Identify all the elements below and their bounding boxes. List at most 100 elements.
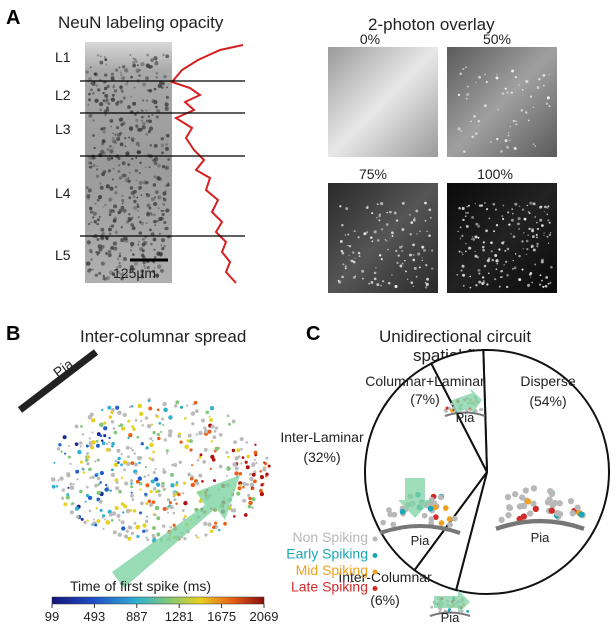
neuron	[186, 439, 190, 443]
neuron	[179, 440, 183, 444]
cell	[92, 134, 95, 137]
cell	[404, 259, 406, 262]
cell	[521, 268, 524, 271]
cell	[418, 266, 421, 269]
cell	[138, 68, 142, 72]
cell	[496, 73, 498, 75]
neuron	[445, 406, 449, 410]
neuron	[251, 506, 254, 509]
cell	[165, 146, 169, 151]
neuron	[253, 450, 258, 455]
cell	[118, 262, 121, 265]
cell	[461, 251, 463, 254]
cell	[474, 235, 478, 239]
pia-arc	[495, 518, 585, 531]
cell	[412, 253, 415, 256]
cell	[460, 269, 463, 272]
cell	[464, 215, 467, 217]
neuron	[183, 536, 187, 541]
cell	[547, 282, 550, 285]
cell	[153, 219, 157, 224]
cell	[509, 125, 512, 128]
cell	[413, 217, 416, 219]
layer-label: L4	[55, 185, 71, 201]
cell	[385, 223, 389, 226]
neuron	[569, 510, 576, 517]
cell	[136, 127, 141, 132]
neuron	[110, 420, 115, 424]
neuron	[128, 432, 133, 438]
cell	[391, 231, 394, 235]
cell	[431, 249, 434, 252]
neuron	[447, 521, 453, 528]
neuron	[67, 455, 71, 459]
cell	[424, 286, 428, 289]
neuron	[391, 511, 398, 518]
cell	[457, 93, 461, 97]
neuron	[172, 523, 176, 527]
cell	[148, 206, 152, 210]
cell	[150, 197, 155, 202]
cell	[132, 61, 136, 65]
cell	[153, 87, 157, 91]
neuron	[135, 479, 140, 484]
cell	[94, 273, 99, 277]
cell	[161, 164, 166, 169]
neuron	[56, 447, 61, 451]
neuron	[390, 521, 397, 528]
neun-image	[85, 42, 172, 283]
cell	[148, 88, 152, 93]
neuron	[140, 420, 143, 423]
cell	[518, 205, 521, 208]
neuron	[173, 498, 177, 502]
neuron	[437, 494, 444, 501]
cell	[141, 125, 146, 130]
neuron	[57, 479, 60, 482]
cell	[521, 89, 524, 91]
neuron	[91, 431, 94, 434]
cell	[347, 233, 350, 236]
cell	[387, 281, 391, 285]
neuron	[87, 495, 93, 500]
cell	[512, 235, 516, 238]
inset-pia: Pia	[441, 610, 461, 625]
cell	[500, 275, 504, 278]
neuron	[88, 509, 92, 513]
cell	[121, 202, 124, 205]
cell	[525, 111, 528, 114]
cell	[87, 188, 92, 193]
overlay-image	[447, 47, 557, 157]
neuron	[214, 426, 219, 430]
neuron	[129, 509, 133, 512]
cell	[102, 151, 106, 155]
panel-letter: C	[306, 323, 320, 345]
neuron	[163, 407, 168, 413]
neuron	[76, 478, 79, 481]
cell	[538, 205, 542, 209]
cell	[513, 266, 517, 270]
neuron	[194, 534, 198, 537]
cell	[92, 164, 96, 168]
neuron	[553, 509, 561, 517]
cell	[121, 198, 125, 203]
neuron	[208, 415, 211, 418]
cell	[482, 241, 485, 244]
cell	[376, 216, 378, 219]
cell	[507, 132, 510, 134]
neuron	[238, 471, 243, 476]
neuron	[432, 504, 439, 511]
neuron	[218, 433, 223, 437]
neuron	[214, 446, 219, 451]
neuron	[139, 482, 143, 486]
cell	[538, 283, 542, 286]
neuron	[145, 502, 149, 506]
cell	[463, 285, 465, 287]
cell	[96, 53, 100, 57]
cell	[486, 208, 489, 210]
neuron	[179, 405, 184, 409]
neuron	[127, 455, 130, 459]
cell	[365, 231, 369, 234]
cell	[350, 259, 354, 263]
neuron	[255, 461, 258, 464]
neuron	[162, 468, 165, 471]
